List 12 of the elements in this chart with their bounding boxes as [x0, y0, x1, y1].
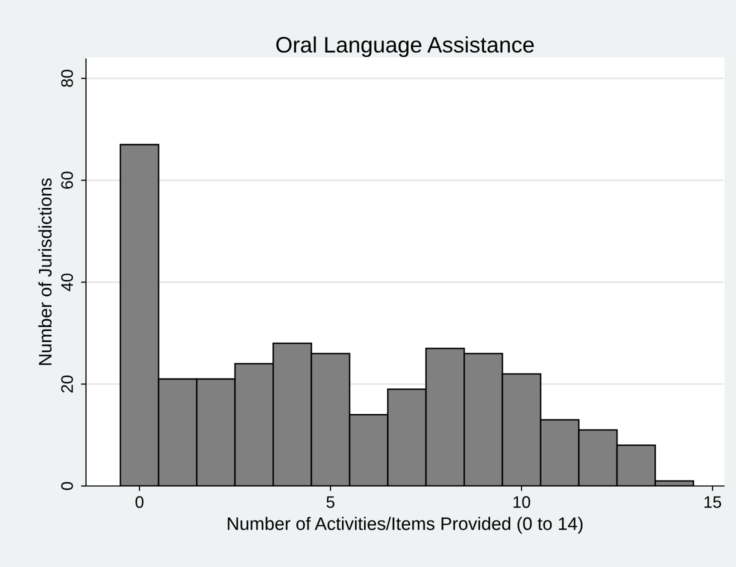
- y-tick-label: 80: [61, 70, 73, 87]
- x-tick-label: 0: [136, 496, 144, 508]
- x-tick-label: 10: [514, 496, 530, 508]
- x-axis-title: Number of Activities/Items Provided (0 to 14): [228, 516, 583, 534]
- x-tick-label: 5: [326, 496, 334, 508]
- chart-title: Oral Language Assistance: [276, 36, 534, 58]
- y-tick-label: 60: [61, 172, 73, 189]
- x-tick-label: 15: [704, 496, 722, 508]
- y-tick-label: 0: [61, 482, 73, 490]
- y-axis-title: Number of Jurisdictions: [38, 178, 52, 365]
- y-tick-label: 40: [61, 274, 73, 292]
- y-tick-label: 20: [61, 375, 73, 393]
